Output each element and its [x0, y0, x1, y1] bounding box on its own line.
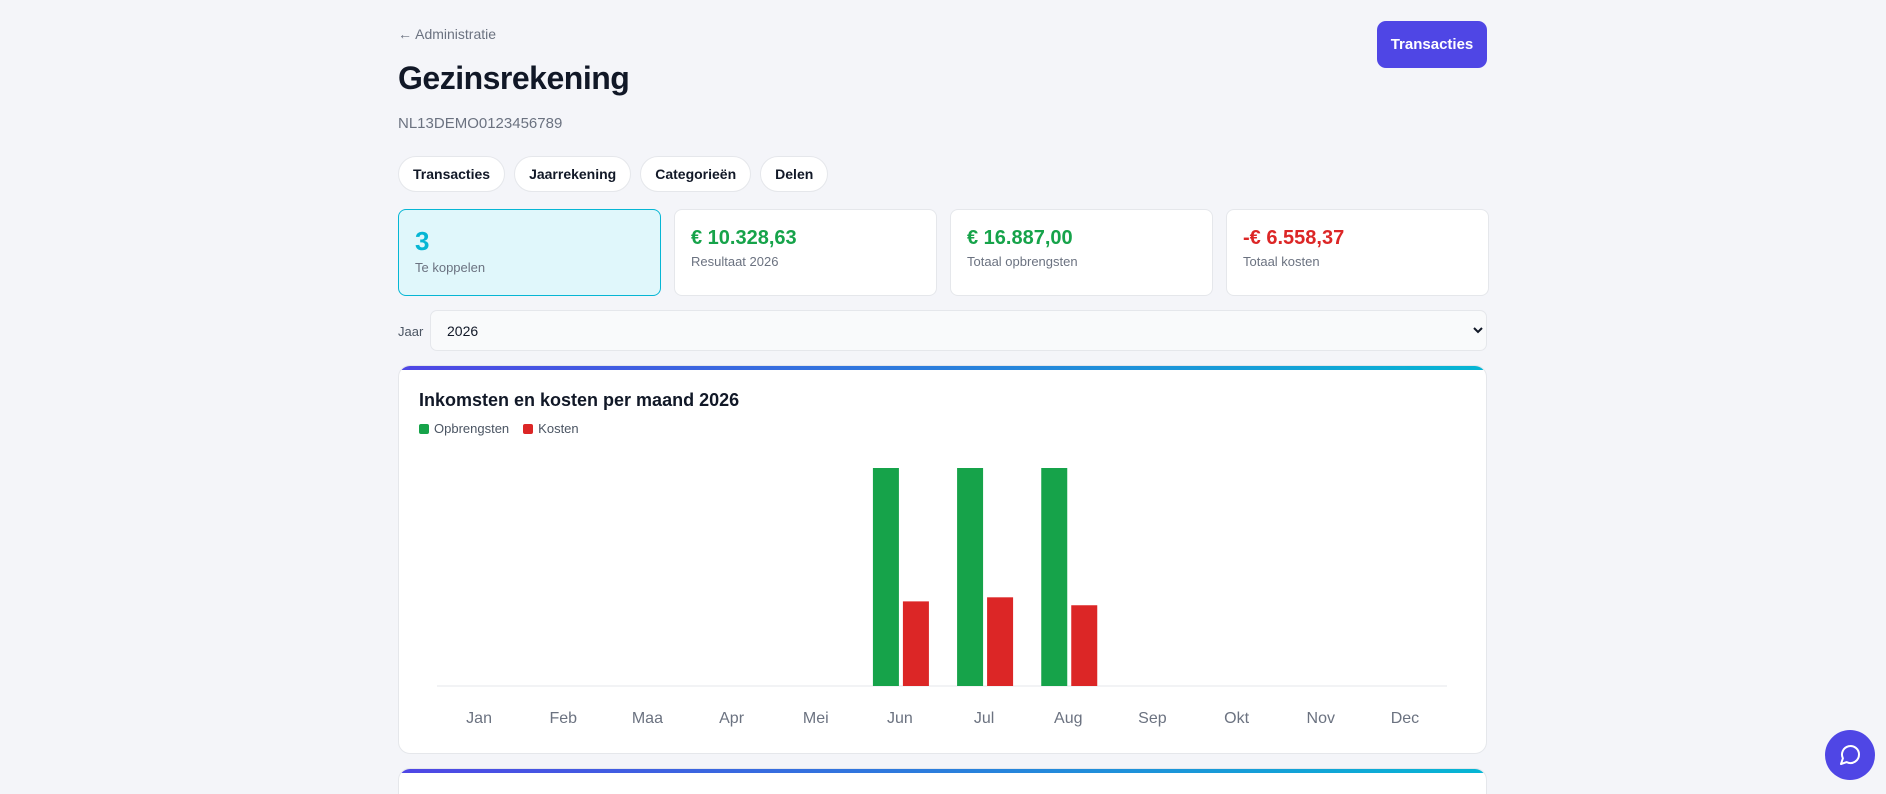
x-tick-label: Jan: [466, 710, 492, 727]
monthly-chart-card: Inkomsten en kosten per maand 2026 Opbre…: [398, 365, 1487, 754]
stat-label: Te koppelen: [415, 260, 486, 275]
stat-resultaat: € 10.328,63 Resultaat 2026: [674, 209, 937, 296]
stat-value: € 16.887,00: [967, 227, 1073, 249]
bar-kosten-aug[interactable]: [1071, 605, 1098, 686]
tab-bar: Transacties Jaarrekening Categorieën Del…: [398, 156, 829, 192]
legend-swatch-kosten: [523, 423, 534, 434]
bar-opbrengsten-jun[interactable]: [872, 468, 899, 686]
x-tick-label: Aug: [1054, 710, 1082, 727]
year-select[interactable]: 2026: [430, 310, 1487, 351]
legend-swatch-opbrengsten: [419, 423, 429, 434]
x-tick-label: Mei: [803, 710, 829, 727]
chart-legend: Opbrengsten Kosten: [419, 421, 579, 436]
bar-kosten-jun[interactable]: [902, 601, 929, 686]
x-tick-label: Dec: [1391, 710, 1419, 727]
tab-categorieen[interactable]: Categorieën: [640, 156, 752, 192]
stat-te-koppelen[interactable]: 3 Te koppelen: [398, 209, 661, 296]
legend-label-kosten: Kosten: [538, 421, 579, 436]
chart-title: Inkomsten en kosten per maand 2026: [419, 390, 740, 410]
stat-label: Totaal kosten: [1243, 254, 1320, 269]
stat-value: 3: [415, 226, 430, 256]
x-tick-label: Okt: [1224, 710, 1249, 727]
year-filter-label: Jaar: [398, 324, 424, 339]
tab-transacties[interactable]: Transacties: [398, 156, 506, 192]
stat-value: € 10.328,63: [691, 227, 797, 249]
stat-label: Resultaat 2026: [691, 254, 779, 269]
card-accent-bar: [399, 769, 1486, 773]
chat-bubble-icon: [1840, 745, 1860, 765]
x-tick-label: Jul: [974, 710, 994, 727]
bar-opbrengsten-jul[interactable]: [957, 468, 984, 686]
page-title: Gezinsrekening: [398, 60, 630, 96]
stat-value: -€ 6.558,37: [1243, 227, 1345, 249]
x-tick-label: Apr: [719, 710, 745, 727]
x-tick-label: Feb: [549, 710, 577, 727]
legend-item-kosten: Kosten: [523, 421, 579, 436]
second-card: [398, 768, 1487, 794]
chat-button[interactable]: [1825, 730, 1875, 780]
x-tick-label: Maa: [632, 710, 663, 727]
bar-kosten-jul[interactable]: [987, 597, 1014, 686]
back-link-administratie[interactable]: ← Administratie: [398, 26, 497, 42]
x-tick-label: Jun: [887, 710, 913, 727]
tab-delen[interactable]: Delen: [760, 156, 829, 192]
account-iban: NL13DEMO0123456789: [398, 115, 563, 132]
x-tick-label: Nov: [1307, 710, 1335, 727]
tab-jaarrekening[interactable]: Jaarrekening: [514, 156, 632, 192]
bar-chart: Jan Feb Maa Apr Mei Jun Jul Aug Sep Okt Nov Dec: [437, 468, 1447, 727]
stat-totaal-opbrengsten: € 16.887,00 Totaal opbrengsten: [950, 209, 1213, 296]
transacties-button[interactable]: Transacties: [1377, 21, 1487, 68]
card-accent-bar: [399, 366, 1486, 370]
bar-opbrengsten-aug[interactable]: [1041, 468, 1068, 686]
stat-label: Totaal opbrengsten: [967, 254, 1078, 269]
stats-row: 3 Te koppelen € 10.328,63 Resultaat 2026…: [398, 209, 1489, 296]
stat-totaal-kosten: -€ 6.558,37 Totaal kosten: [1226, 209, 1489, 296]
legend-label-opbrengsten: Opbrengsten: [434, 421, 510, 436]
x-tick-label: Sep: [1138, 710, 1167, 727]
legend-item-opbrengsten: Opbrengsten: [419, 421, 509, 436]
